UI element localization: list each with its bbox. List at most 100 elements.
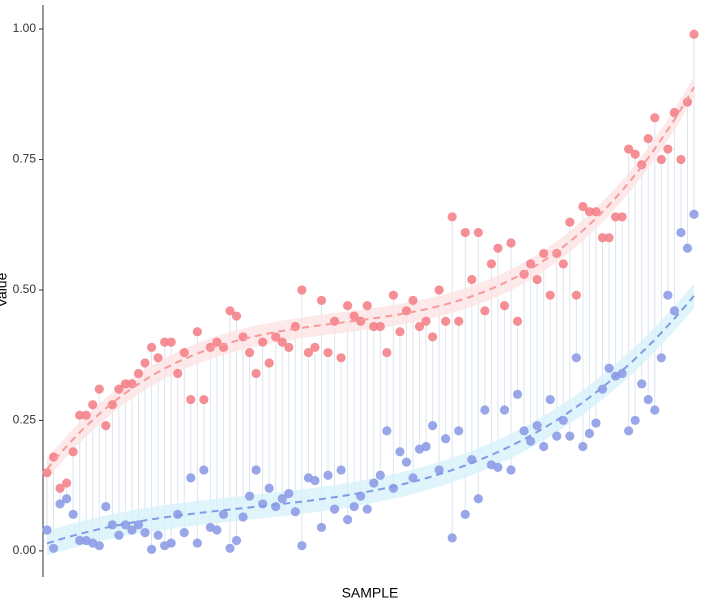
point (591, 207, 601, 217)
point (460, 227, 470, 238)
point (578, 441, 588, 452)
point (310, 475, 320, 486)
point (382, 347, 392, 358)
point (62, 478, 72, 488)
point (532, 421, 542, 431)
point (173, 368, 183, 379)
point (205, 342, 215, 352)
point (414, 321, 425, 332)
connectors (46, 34, 695, 550)
point (114, 530, 124, 540)
point (264, 358, 274, 368)
points (42, 29, 699, 554)
point (532, 274, 542, 285)
point (637, 160, 647, 170)
point (682, 243, 693, 253)
point (362, 504, 372, 514)
point (166, 337, 176, 347)
point (512, 316, 523, 326)
point (643, 134, 653, 144)
point (545, 394, 555, 405)
point (650, 113, 660, 123)
point (637, 379, 647, 389)
point (238, 332, 248, 342)
point (81, 410, 91, 420)
point (212, 337, 222, 347)
point (689, 29, 699, 39)
point (604, 233, 614, 243)
point (656, 353, 666, 363)
point (421, 316, 431, 326)
point (146, 544, 157, 554)
point (199, 394, 209, 405)
point (460, 509, 470, 519)
point (160, 337, 170, 347)
point (225, 306, 235, 316)
point (284, 488, 294, 499)
point (107, 400, 117, 410)
point (68, 447, 78, 457)
point (225, 543, 235, 553)
point (395, 327, 405, 337)
point (395, 447, 405, 457)
point (669, 306, 679, 316)
point (153, 530, 163, 540)
point (42, 468, 52, 478)
point (244, 347, 255, 358)
point (231, 311, 242, 321)
x-axis-title: SAMPLE (342, 585, 399, 601)
point (473, 494, 483, 504)
smooth-line (46, 86, 695, 470)
point (447, 533, 457, 543)
point (565, 431, 575, 441)
point (663, 290, 673, 300)
point (427, 421, 438, 431)
smooth-line (46, 295, 695, 545)
point (297, 541, 307, 551)
point (486, 259, 497, 269)
point (454, 426, 464, 436)
point (75, 535, 85, 546)
point (42, 525, 52, 535)
point (473, 227, 483, 238)
point (434, 285, 444, 295)
point (316, 522, 327, 533)
point (179, 528, 189, 538)
point (506, 465, 516, 475)
point (356, 316, 366, 326)
point (539, 248, 549, 259)
point (186, 473, 196, 483)
point (362, 301, 372, 311)
point (499, 405, 510, 415)
point (94, 541, 104, 551)
y-tick-label: 0.50 (13, 282, 37, 296)
point (382, 426, 392, 436)
point (264, 483, 274, 493)
point (192, 538, 202, 548)
point (114, 384, 124, 394)
point (101, 501, 111, 512)
point (617, 212, 627, 222)
point (624, 144, 634, 154)
point (186, 394, 196, 405)
point (75, 410, 85, 420)
point (597, 233, 608, 243)
point (271, 332, 281, 342)
point (336, 465, 346, 475)
point (55, 483, 65, 493)
point (127, 525, 137, 535)
point (676, 227, 686, 238)
point (421, 441, 431, 452)
point (519, 426, 529, 436)
point (643, 394, 653, 405)
point (153, 353, 163, 363)
point (231, 535, 242, 546)
point (499, 301, 510, 311)
y-tick-label: 1.00 (13, 21, 37, 35)
point (133, 368, 144, 379)
point (441, 434, 451, 444)
point (88, 400, 98, 410)
point (146, 342, 157, 352)
point (62, 494, 72, 504)
